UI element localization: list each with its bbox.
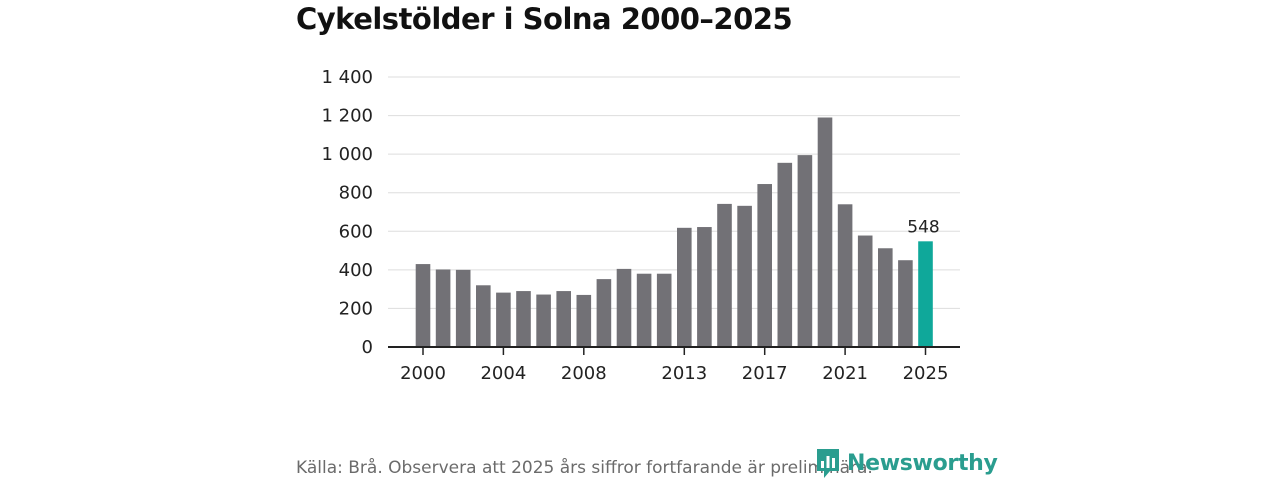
- y-tick-label: 800: [339, 183, 373, 204]
- bar-2009: [596, 279, 612, 347]
- x-tick-label: 2013: [661, 363, 707, 384]
- x-tick-label: 2008: [561, 363, 607, 384]
- labels: 0 200 400 600 800 1 000 1 200 1 400 2000 2004 2008…: [321, 67, 948, 384]
- y-tick-label: 200: [339, 298, 373, 319]
- bar-2013: [677, 227, 692, 347]
- bar-2000: [415, 264, 431, 347]
- brand-name: Newsworthy: [847, 450, 998, 476]
- y-tick-label: 400: [339, 260, 373, 281]
- bar-2025: [918, 241, 933, 347]
- bar-2018: [777, 162, 793, 347]
- bar-2016: [737, 205, 752, 347]
- bar-2021: [837, 204, 853, 347]
- y-tick-label: 1 400: [321, 67, 373, 88]
- bar-2005: [516, 291, 531, 347]
- gridlines: [388, 76, 960, 309]
- bar-2001: [435, 269, 451, 347]
- bar-2008: [576, 294, 592, 347]
- x-tick-label: 2025: [903, 363, 949, 384]
- y-tick-label: 0: [362, 337, 373, 358]
- bar-2012: [656, 273, 672, 347]
- bar-chart: 0 200 400 600 800 1 000 1 200 1 400 2000 2004 2008…: [321, 67, 960, 384]
- bar-2011: [636, 273, 652, 347]
- x-tick-label: 2000: [400, 363, 446, 384]
- bar-2010: [616, 268, 632, 347]
- bar-2014: [697, 227, 712, 347]
- axes: [388, 346, 960, 355]
- bar-2022: [857, 235, 873, 347]
- x-tick-label: 2004: [480, 363, 526, 384]
- x-tick-label: 2021: [822, 363, 868, 384]
- brand-logo: Newsworthy: [815, 446, 998, 480]
- y-tick-label: 1 200: [321, 106, 373, 127]
- bar-2019: [797, 155, 813, 347]
- bar-2015: [717, 203, 732, 347]
- bar-2007: [556, 291, 571, 347]
- bar-2023: [878, 248, 893, 347]
- y-tick-label: 1 000: [321, 144, 373, 165]
- bars: [415, 117, 933, 347]
- bar-2006: [536, 294, 551, 347]
- bar-2002: [455, 269, 471, 347]
- newsworthy-logo-icon: [817, 449, 839, 478]
- chart-title: Cykelstölder i Solna 2000–2025: [296, 2, 793, 36]
- bar-2003: [476, 285, 491, 347]
- bar-2004: [496, 292, 511, 347]
- bar-2020: [817, 117, 833, 347]
- data-label: 548: [907, 217, 939, 237]
- bar-2024: [898, 260, 913, 347]
- x-tick-label: 2017: [742, 363, 788, 384]
- bar-2017: [757, 184, 772, 347]
- y-tick-label: 600: [339, 221, 373, 242]
- source-note: Källa: Brå. Observera att 2025 års siffr…: [296, 458, 873, 478]
